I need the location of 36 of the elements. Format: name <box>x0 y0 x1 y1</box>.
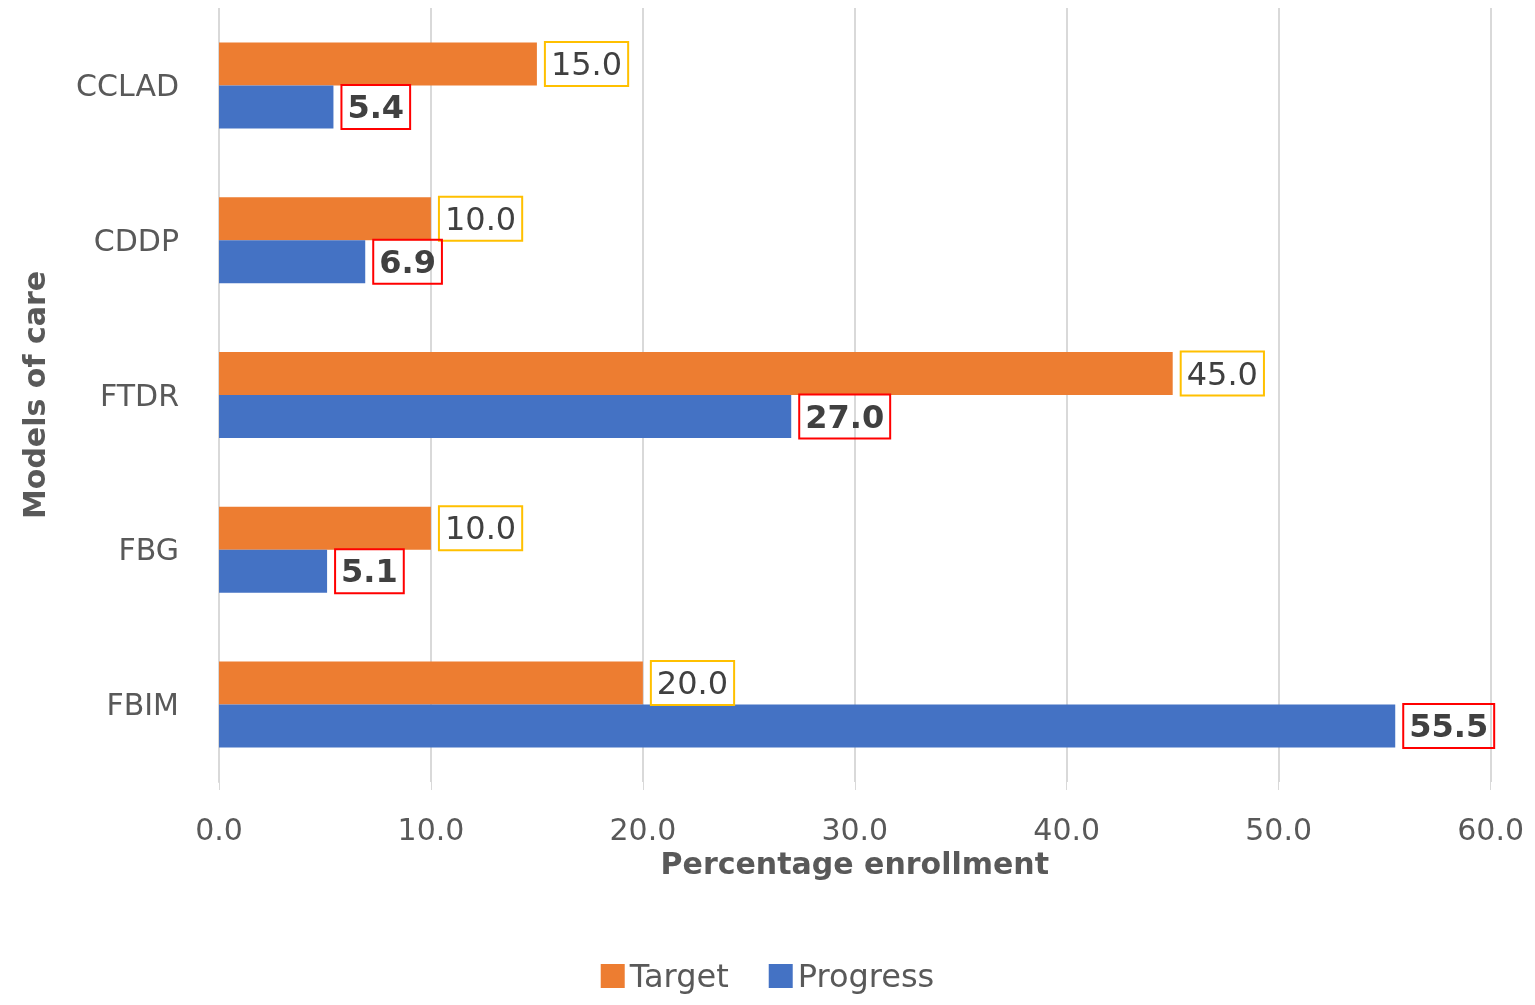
data-label: 45.0 <box>1186 354 1258 393</box>
bar <box>219 549 328 593</box>
bar <box>219 85 334 129</box>
x-tick-label: 40.0 <box>1033 811 1101 847</box>
x-axis-title: Percentage enrollment <box>660 846 1050 882</box>
y-axis-title: Models of care <box>16 270 52 520</box>
legend-label: Progress <box>797 957 935 995</box>
data-label: 5.4 <box>347 87 405 126</box>
bar <box>219 240 366 284</box>
x-tick-label: 30.0 <box>821 811 889 847</box>
legend-label: Target <box>628 957 729 995</box>
bar <box>219 704 1396 748</box>
bar <box>219 661 643 705</box>
bar <box>219 395 792 438</box>
data-label: 20.0 <box>656 664 729 703</box>
y-tick-label: FBIM <box>106 687 179 723</box>
data-label: 55.5 <box>1409 707 1489 746</box>
y-tick-label: FTDR <box>100 377 179 413</box>
data-label: 10.0 <box>444 509 517 548</box>
data-label: 15.0 <box>550 44 623 83</box>
data-label: 10.0 <box>444 199 517 238</box>
y-tick-label: CDDP <box>93 222 179 258</box>
x-tick-label: 60.0 <box>1457 811 1524 847</box>
x-tick-label: 10.0 <box>397 811 465 847</box>
x-tick-label: 0.0 <box>195 811 243 847</box>
data-label: 6.9 <box>379 242 436 281</box>
bar <box>219 197 431 241</box>
y-tick-label: FBG <box>118 532 179 568</box>
data-label: 27.0 <box>805 397 885 436</box>
data-label: 5.1 <box>341 552 398 591</box>
bar <box>219 506 431 550</box>
bar <box>219 42 537 86</box>
x-tick-label: 50.0 <box>1245 811 1313 847</box>
x-tick-label: 20.0 <box>609 811 677 847</box>
y-tick-label: CCLAD <box>76 67 179 103</box>
bar <box>219 352 1173 395</box>
